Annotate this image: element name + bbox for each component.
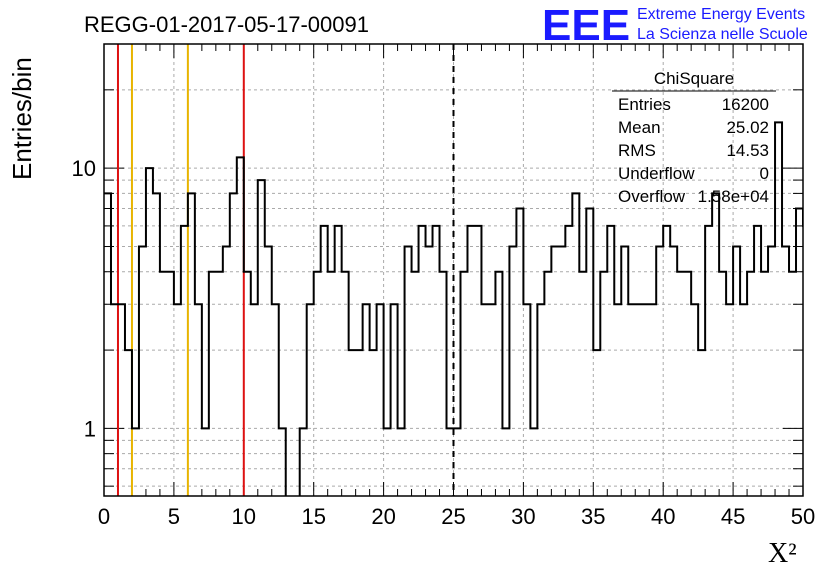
stats-label-mean: Mean (618, 118, 661, 137)
y-axis-label: Entries/bin (7, 57, 37, 180)
logo-line-1: Extreme Energy Events (637, 6, 805, 23)
stats-value-mean: 25.02 (726, 118, 769, 137)
histogram-line (104, 121, 803, 496)
x-tick-label: 15 (301, 504, 325, 529)
reference-lines (116, 44, 455, 496)
stats-value-entries: 16200 (722, 95, 769, 114)
x-axis-label: X² (768, 538, 797, 569)
logo-line-2: La Scienza nelle Scuole (637, 26, 808, 43)
x-tick-label: 50 (791, 504, 815, 529)
stats-value-underflow: 0 (760, 164, 769, 183)
chart-title: REGG-01-2017-05-17-00091 (84, 12, 369, 37)
x-tick-labels: 0 5 10 15 20 25 30 35 40 45 50 (98, 504, 815, 529)
stats-value-rms: 14.53 (726, 141, 769, 160)
y-tick-label: 1 (84, 416, 96, 441)
eee-logo: EEE Extreme Energy Events La Scienza nel… (542, 1, 808, 50)
x-tick-label: 0 (98, 504, 110, 529)
stats-label-underflow: Underflow (618, 164, 695, 183)
x-tick-label: 40 (651, 504, 675, 529)
x-tick-label: 10 (232, 504, 256, 529)
x-tick-label: 35 (581, 504, 605, 529)
x-tick-label: 30 (511, 504, 535, 529)
stats-title: ChiSquare (654, 69, 734, 88)
logo-mark: EEE (542, 1, 630, 50)
y-tick-labels: 1 10 (72, 156, 96, 441)
stats-label-rms: RMS (618, 141, 656, 160)
x-tick-label: 45 (721, 504, 745, 529)
stats-value-overflow: 1.58e+04 (698, 187, 769, 206)
plot-frame (103, 43, 804, 497)
y-tick-label: 10 (72, 156, 96, 181)
x-tick-label: 25 (441, 504, 465, 529)
x-tick-label: 20 (371, 504, 395, 529)
stats-box: ChiSquare Entries 16200 Mean 25.02 RMS 1… (612, 69, 776, 206)
stats-label-entries: Entries (618, 95, 671, 114)
stats-label-overflow: Overflow (618, 187, 686, 206)
x-tick-label: 5 (168, 504, 180, 529)
